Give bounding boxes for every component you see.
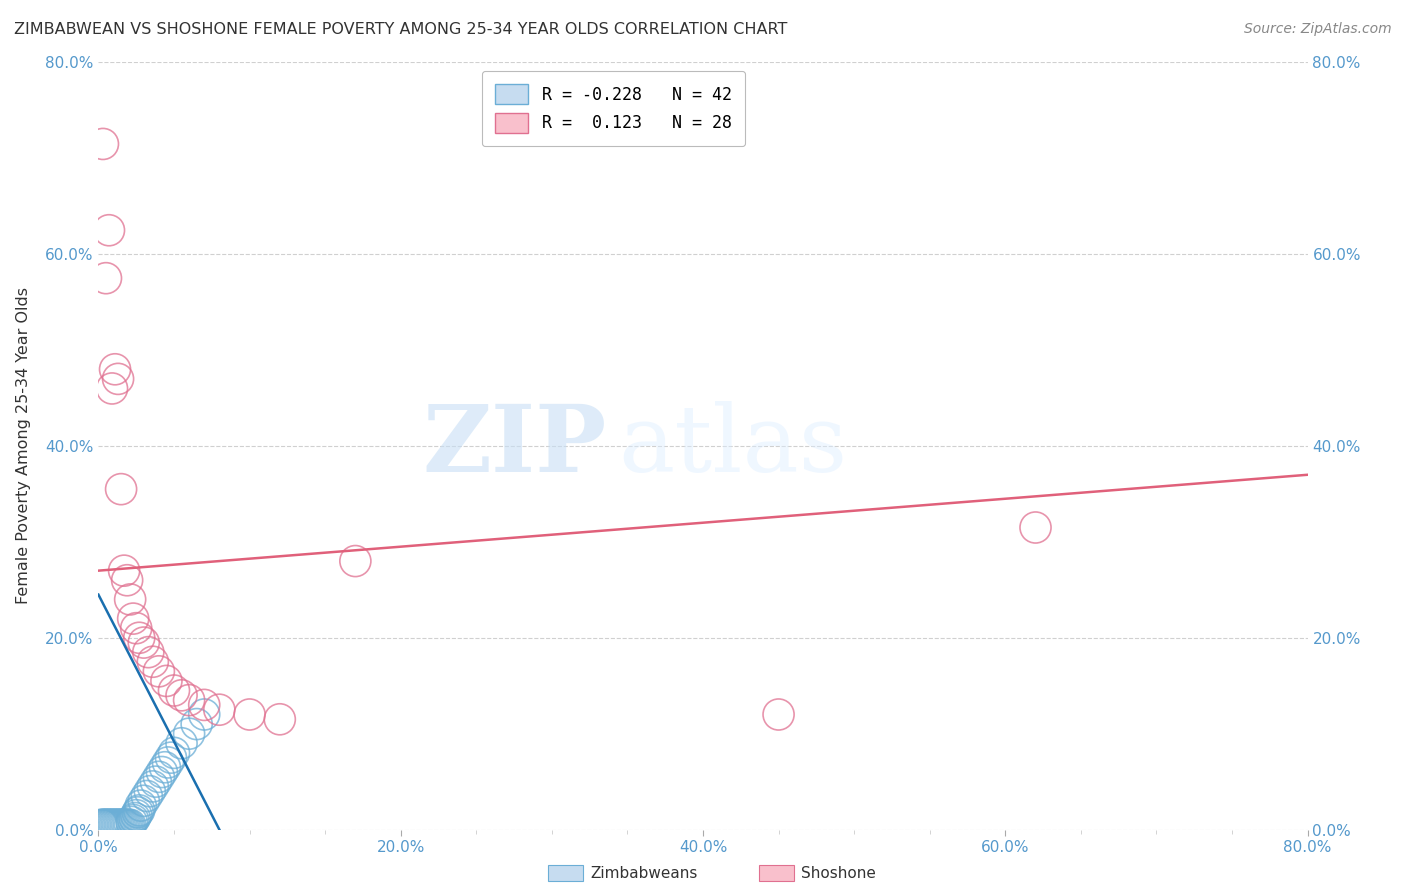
Point — [129, 798, 152, 813]
Point — [208, 703, 231, 717]
Text: atlas: atlas — [619, 401, 848, 491]
Text: ZIP: ZIP — [422, 401, 606, 491]
Point — [124, 811, 146, 825]
Point — [110, 818, 132, 832]
Point — [98, 223, 121, 237]
Point — [150, 765, 173, 780]
Point — [179, 693, 201, 707]
Point — [128, 804, 150, 818]
Point — [186, 717, 208, 731]
Point — [115, 818, 138, 832]
Point — [155, 673, 177, 688]
Point — [125, 621, 148, 635]
Point — [90, 818, 112, 832]
Point — [111, 818, 134, 832]
Point — [136, 645, 159, 659]
Text: ZIMBABWEAN VS SHOSHONE FEMALE POVERTY AMONG 25-34 YEAR OLDS CORRELATION CHART: ZIMBABWEAN VS SHOSHONE FEMALE POVERTY AM… — [14, 22, 787, 37]
Point — [1024, 520, 1046, 534]
Point — [163, 683, 186, 698]
Point — [104, 818, 127, 832]
Point — [91, 818, 114, 832]
Point — [112, 818, 135, 832]
Point — [768, 707, 790, 722]
Point — [120, 818, 142, 832]
Point — [239, 707, 262, 722]
Point — [156, 756, 179, 770]
Point — [193, 698, 215, 712]
Point — [107, 818, 129, 832]
Point — [94, 818, 117, 832]
Point — [91, 136, 114, 151]
Text: Shoshone: Shoshone — [801, 866, 876, 880]
Point — [139, 784, 162, 798]
Point — [132, 635, 155, 649]
Point — [101, 382, 124, 396]
Point — [269, 712, 291, 726]
Point — [101, 818, 124, 832]
Y-axis label: Female Poverty Among 25-34 Year Olds: Female Poverty Among 25-34 Year Olds — [17, 287, 31, 605]
Point — [96, 818, 118, 832]
Point — [344, 554, 367, 568]
Point — [108, 818, 131, 832]
Point — [148, 770, 170, 784]
Point — [145, 774, 167, 789]
Point — [120, 592, 142, 607]
Point — [100, 818, 122, 832]
Point — [142, 780, 165, 794]
Point — [142, 655, 165, 669]
Point — [125, 808, 148, 822]
Point — [148, 665, 170, 679]
Text: Zimbabweans: Zimbabweans — [591, 866, 697, 880]
Point — [179, 726, 201, 740]
Point — [112, 564, 135, 578]
Point — [107, 372, 129, 386]
Point — [110, 482, 132, 496]
Point — [122, 612, 145, 626]
Legend: R = -0.228   N = 42, R =  0.123   N = 28: R = -0.228 N = 42, R = 0.123 N = 28 — [482, 70, 745, 146]
Point — [104, 362, 127, 376]
Point — [105, 818, 128, 832]
Point — [170, 689, 193, 703]
Point — [98, 818, 121, 832]
Point — [115, 574, 138, 588]
Point — [93, 818, 115, 832]
Point — [163, 746, 186, 760]
Point — [193, 707, 215, 722]
Point — [121, 814, 143, 829]
Point — [132, 794, 155, 808]
Point — [170, 736, 193, 750]
Point — [114, 818, 136, 832]
Text: Source: ZipAtlas.com: Source: ZipAtlas.com — [1244, 22, 1392, 37]
Point — [153, 760, 176, 774]
Point — [160, 750, 183, 764]
Point — [135, 789, 157, 803]
Point — [94, 271, 117, 285]
Point — [128, 631, 150, 645]
Point — [122, 813, 145, 827]
Point — [127, 805, 149, 820]
Point — [103, 818, 125, 832]
Point — [118, 818, 141, 832]
